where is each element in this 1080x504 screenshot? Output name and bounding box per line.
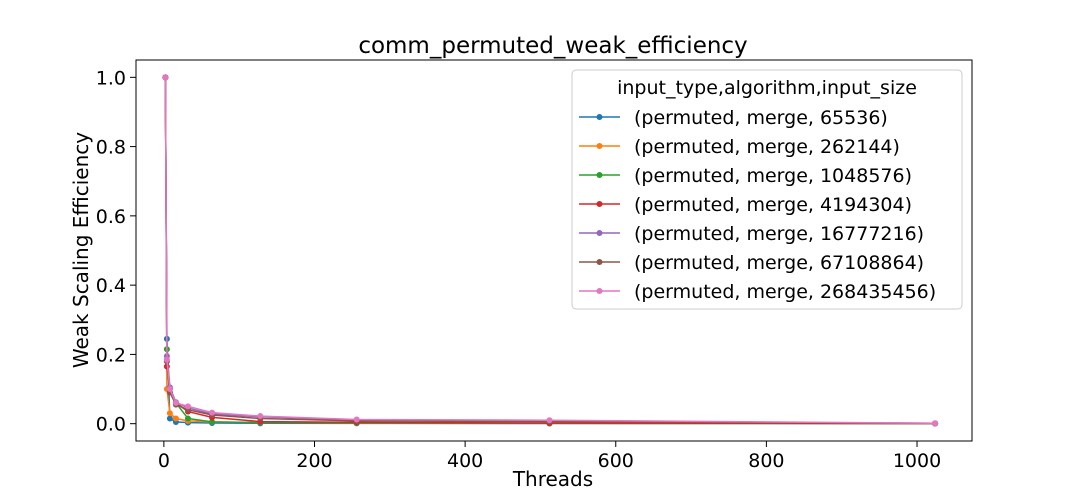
data-point bbox=[166, 410, 173, 417]
series-7 bbox=[162, 74, 939, 427]
y-tick-label: 1.0 bbox=[96, 67, 126, 89]
x-tick-label: 1000 bbox=[893, 450, 941, 472]
legend: input_type,algorithm,input_size (permute… bbox=[571, 69, 963, 310]
data-point bbox=[209, 418, 216, 425]
legend-swatch-marker bbox=[596, 259, 603, 265]
chart-title: comm_permuted_weak_efficiency bbox=[358, 33, 747, 59]
data-point bbox=[209, 409, 216, 416]
data-point bbox=[172, 399, 179, 406]
x-tick-label: 800 bbox=[748, 450, 784, 472]
x-tick-label: 400 bbox=[447, 450, 483, 472]
y-tick-label: 0.0 bbox=[96, 414, 126, 436]
x-tick-label: 200 bbox=[296, 450, 332, 472]
data-point bbox=[932, 420, 939, 427]
x-tick-label: 0 bbox=[158, 450, 170, 472]
x-tick-label: 600 bbox=[598, 450, 634, 472]
y-axis-label: Weak Scaling Efficiency bbox=[69, 132, 93, 368]
data-point bbox=[184, 415, 191, 422]
data-point bbox=[163, 356, 170, 363]
legend-label: (permuted, merge, 16777216) bbox=[634, 223, 924, 245]
legend-swatch-marker bbox=[596, 114, 603, 120]
legend-title: input_type,algorithm,input_size bbox=[617, 77, 917, 99]
legend-box bbox=[571, 69, 963, 310]
data-point bbox=[257, 413, 264, 420]
data-point bbox=[172, 415, 179, 422]
axis-ticks: 0 200 400 600 800 1000 0.0 0.2 0.4 0.6 0.8 1.0 bbox=[96, 67, 941, 472]
y-tick-label: 0.6 bbox=[96, 206, 126, 228]
legend-label: (permuted, merge, 65536) bbox=[634, 107, 888, 129]
legend-label: (permuted, merge, 4194304) bbox=[634, 194, 912, 216]
y-tick-label: 0.4 bbox=[96, 275, 126, 297]
legend-swatch-marker bbox=[596, 230, 603, 236]
series-line bbox=[164, 77, 936, 425]
legend-swatch-marker bbox=[596, 201, 603, 207]
y-tick-label: 0.2 bbox=[96, 344, 126, 366]
legend-swatch-marker bbox=[596, 172, 603, 178]
legend-label: (permuted, merge, 262144) bbox=[634, 136, 900, 158]
data-point bbox=[184, 403, 191, 410]
legend-swatch-marker bbox=[596, 143, 603, 149]
x-axis-label: Threads bbox=[512, 467, 593, 491]
legend-swatch-marker bbox=[596, 288, 603, 294]
data-point bbox=[162, 74, 169, 81]
legend-label: (permuted, merge, 67108864) bbox=[634, 252, 924, 274]
y-tick-label: 0.8 bbox=[96, 137, 126, 159]
data-point bbox=[546, 417, 553, 424]
plot-frame bbox=[135, 59, 973, 442]
legend-label: (permuted, merge, 268435456) bbox=[634, 281, 936, 303]
data-point bbox=[166, 386, 173, 393]
plot-area bbox=[162, 74, 939, 427]
data-point bbox=[353, 416, 360, 423]
legend-label: (permuted, merge, 1048576) bbox=[634, 165, 912, 187]
data-point bbox=[166, 415, 173, 422]
